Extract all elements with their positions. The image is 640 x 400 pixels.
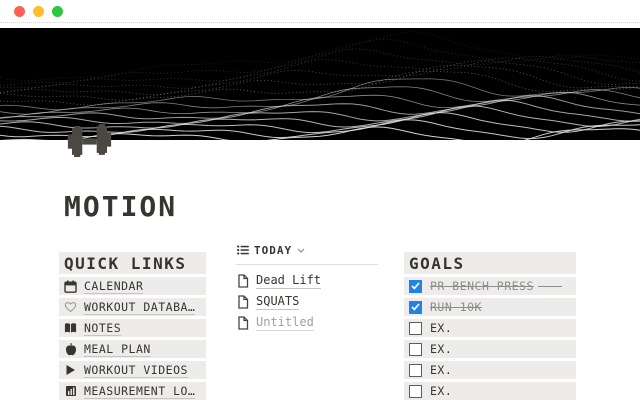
today-page-dead-lift[interactable]: Dead Lift — [236, 273, 378, 289]
quick-link-workout-databa[interactable]: WORKOUT DATABA… — [59, 298, 206, 316]
quick-link-notes[interactable]: NOTES — [59, 319, 206, 337]
goal-label: RUN 10K — [430, 300, 482, 314]
page-title-label: SQUATS — [256, 294, 300, 310]
apple-icon — [64, 342, 77, 356]
goal-run-10k[interactable]: RUN 10K — [404, 298, 576, 316]
ruler-icon — [64, 385, 77, 398]
chevron-down-icon — [297, 244, 305, 257]
quick-link-label: NOTES — [84, 320, 122, 336]
page-title-label: Dead Lift — [256, 273, 322, 289]
quick-links-section: QUICK LINKS CALENDAR WORKOUT DATABA… NOT… — [59, 252, 206, 400]
quick-link-workout-videos[interactable]: WORKOUT VIDEOS — [59, 361, 206, 379]
goals-heading: GOALS — [404, 252, 576, 274]
quick-link-label: WORKOUT VIDEOS — [84, 362, 188, 378]
goals-section: GOALS PR BENCH PRESS RUN 10K EX. EX. EX. EX. — [404, 252, 576, 400]
zoom-button[interactable] — [52, 5, 63, 17]
dumbbell-icon[interactable] — [63, 124, 116, 159]
page-title: MOTION — [64, 190, 178, 223]
quick-link-label: MEASUREMENT LO… — [84, 383, 196, 399]
heart-icon — [64, 301, 77, 314]
checkbox-unchecked-icon[interactable] — [409, 384, 422, 398]
quick-links-list: CALENDAR WORKOUT DATABA… NOTES MEAL PLAN… — [59, 277, 206, 400]
goal-pr-bench-press[interactable]: PR BENCH PRESS — [404, 277, 576, 295]
page-icon — [236, 274, 249, 288]
quick-link-label: WORKOUT DATABA… — [84, 299, 196, 315]
close-button[interactable] — [14, 5, 25, 17]
book-icon — [64, 322, 77, 335]
quick-link-meal-plan[interactable]: MEAL PLAN — [59, 340, 206, 358]
window-titlebar — [0, 0, 640, 23]
goal-ex[interactable]: EX. — [404, 382, 576, 400]
goals-list: PR BENCH PRESS RUN 10K EX. EX. EX. EX. — [404, 277, 576, 400]
checkbox-checked-icon[interactable] — [409, 279, 422, 293]
list-view-icon — [236, 244, 249, 257]
goal-label: PR BENCH PRESS — [430, 279, 534, 293]
goal-label: EX. — [430, 363, 453, 377]
goal-label: EX. — [430, 342, 453, 356]
page-title-label: Untitled — [256, 315, 314, 331]
quick-link-label: MEAL PLAN — [84, 341, 151, 357]
checkbox-unchecked-icon[interactable] — [409, 321, 422, 335]
play-icon — [64, 364, 77, 377]
page-icon — [236, 316, 249, 330]
quick-link-measurement-lo[interactable]: MEASUREMENT LO… — [59, 382, 206, 400]
today-page-list: Dead Lift SQUATS Untitled — [236, 273, 378, 331]
goal-label: EX. — [430, 384, 453, 398]
today-page-squats[interactable]: SQUATS — [236, 294, 378, 310]
goal-ex[interactable]: EX. — [404, 340, 576, 358]
quick-link-calendar[interactable]: CALENDAR — [59, 277, 206, 295]
strike-tail — [537, 285, 562, 287]
today-section: TODAY Dead Lift SQUATS Untitled — [236, 243, 378, 336]
today-view-divider — [236, 264, 378, 265]
goal-label: EX. — [430, 321, 453, 335]
today-view-label: TODAY — [254, 243, 293, 257]
today-page-untitled[interactable]: Untitled — [236, 315, 378, 331]
quick-links-heading: QUICK LINKS — [59, 252, 206, 274]
checkbox-checked-icon[interactable] — [409, 300, 422, 314]
goal-ex[interactable]: EX. — [404, 361, 576, 379]
checkbox-unchecked-icon[interactable] — [409, 342, 422, 356]
minimize-button[interactable] — [33, 5, 44, 17]
page-icon — [236, 295, 249, 309]
quick-link-label: CALENDAR — [84, 278, 144, 294]
today-view-header[interactable]: TODAY — [236, 243, 378, 257]
calendar-icon — [64, 280, 77, 293]
checkbox-unchecked-icon[interactable] — [409, 363, 422, 377]
goal-ex[interactable]: EX. — [404, 319, 576, 337]
